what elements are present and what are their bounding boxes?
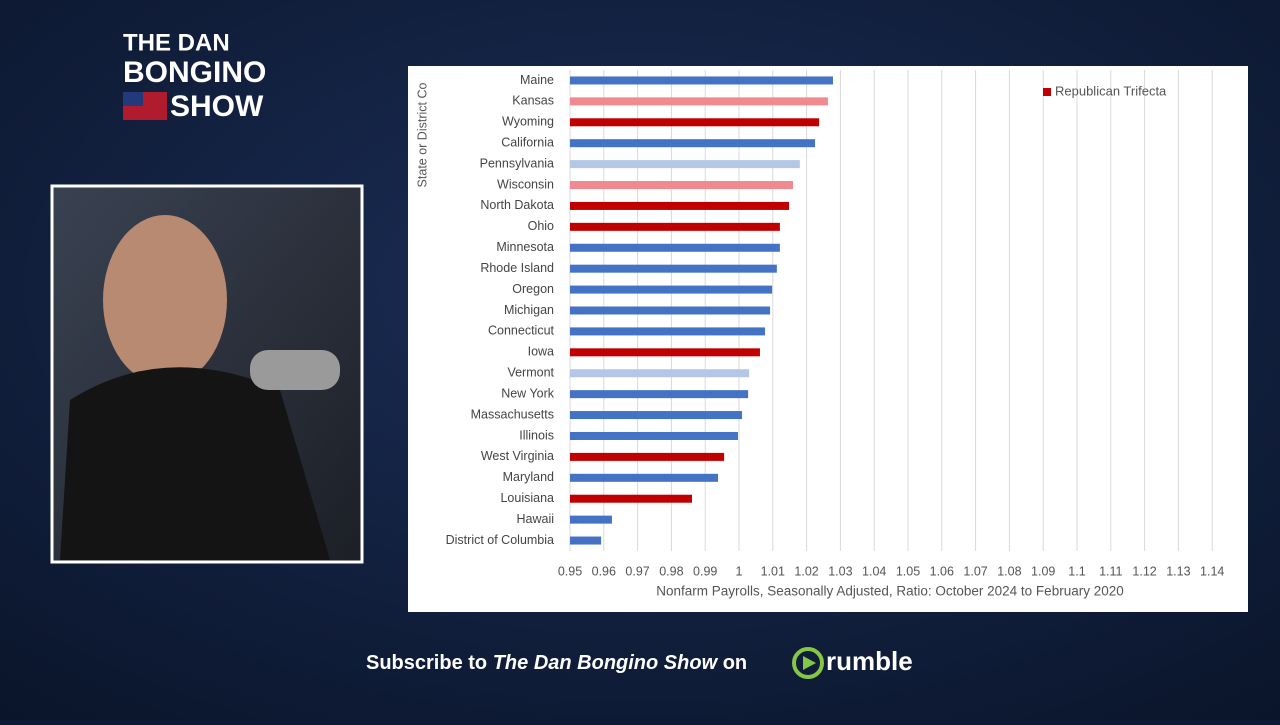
x-tick-label: 1 [736,564,743,578]
bar [570,76,833,85]
chart-panel [408,66,1248,612]
bar [570,306,771,315]
x-tick-label: 0.95 [558,564,582,578]
microphone [250,350,340,390]
logo-flag [123,92,143,106]
footer-text: The Dan Bongino Show [493,652,719,674]
bar [570,118,820,127]
legend-swatch [1043,88,1051,96]
bar [570,452,725,461]
x-tick-label: 1.09 [1031,564,1055,578]
legend-label: Republican Trifecta [1055,83,1167,98]
x-tick-label: 1.13 [1166,564,1190,578]
x-tick-label: 1.01 [761,564,785,578]
bar [570,473,719,482]
bar [570,431,738,440]
bar [570,201,790,210]
x-tick-label: 0.96 [592,564,616,578]
bar [570,515,612,524]
y-tick-label: North Dakota [480,198,554,212]
y-tick-label: Kansas [512,94,554,108]
bar [570,348,760,357]
bar [570,222,780,231]
y-tick-label: West Virginia [481,449,554,463]
bar [570,97,828,106]
y-tick-label: Louisiana [500,491,554,505]
y-axis-label: State or District Co [415,83,429,188]
x-tick-label: 0.97 [625,564,649,578]
logo-line: BONGINO [123,56,266,89]
bar [570,390,749,399]
bar [570,536,602,545]
y-tick-label: Hawaii [516,512,554,526]
rumble-icon [792,647,824,679]
x-tick-label: 1.06 [930,564,954,578]
x-axis-label: Nonfarm Payrolls, Seasonally Adjusted, R… [656,584,1124,599]
y-tick-label: Vermont [507,366,554,380]
presenter [60,367,330,560]
logo: THE DAN BONGINO SHOW [123,29,266,123]
logo-line: SHOW [170,90,264,123]
x-tick-label: 1.12 [1132,564,1156,578]
footer-text: Subscribe to The Dan Bongino Show on [366,652,747,674]
x-tick-label: 0.99 [693,564,717,578]
x-tick-label: 1.14 [1200,564,1224,578]
y-tick-label: California [501,135,554,149]
y-tick-label: Wyoming [502,115,554,129]
x-tick-label: 1.1 [1068,564,1085,578]
y-tick-label: Oregon [512,282,554,296]
bar [570,243,780,252]
rumble-text: rumble [826,646,913,676]
bar [570,181,794,190]
x-tick-label: 1.08 [997,564,1021,578]
y-tick-label: Michigan [504,303,554,317]
y-tick-label: Minnesota [496,240,554,254]
x-tick-label: 1.11 [1099,564,1122,578]
x-tick-label: 0.98 [659,564,683,578]
y-tick-label: New York [501,386,555,400]
y-tick-label: Iowa [528,345,554,359]
y-tick-label: Illinois [519,428,554,442]
bar [570,494,693,503]
y-tick-label: Connecticut [488,324,555,338]
bar [570,285,773,294]
presenter [103,215,227,385]
y-tick-label: Maryland [503,470,554,484]
footer: Subscribe to The Dan Bongino Show on rum… [366,646,913,679]
bar [570,411,743,420]
y-tick-label: Massachusetts [471,407,554,421]
bar [570,264,777,273]
x-tick-label: 1.02 [794,564,818,578]
y-tick-label: Maine [520,73,554,87]
bar [570,369,750,378]
x-tick-label: 1.05 [896,564,920,578]
y-tick-label: District of Columbia [446,533,554,547]
y-tick-label: Rhode Island [480,261,554,275]
rumble-icon [803,656,816,670]
bar [570,160,800,169]
logo-line: THE DAN [123,29,230,56]
y-tick-label: Pennsylvania [480,156,554,170]
bar [570,327,766,336]
x-tick-label: 1.03 [828,564,852,578]
x-tick-label: 1.04 [862,564,886,578]
y-tick-label: Ohio [528,219,554,233]
footer-text: Subscribe to [366,652,487,674]
footer-text: on [723,652,747,674]
video-feed [50,184,364,564]
y-tick-label: Wisconsin [497,177,554,191]
bar [570,139,816,148]
x-tick-label: 1.07 [963,564,987,578]
